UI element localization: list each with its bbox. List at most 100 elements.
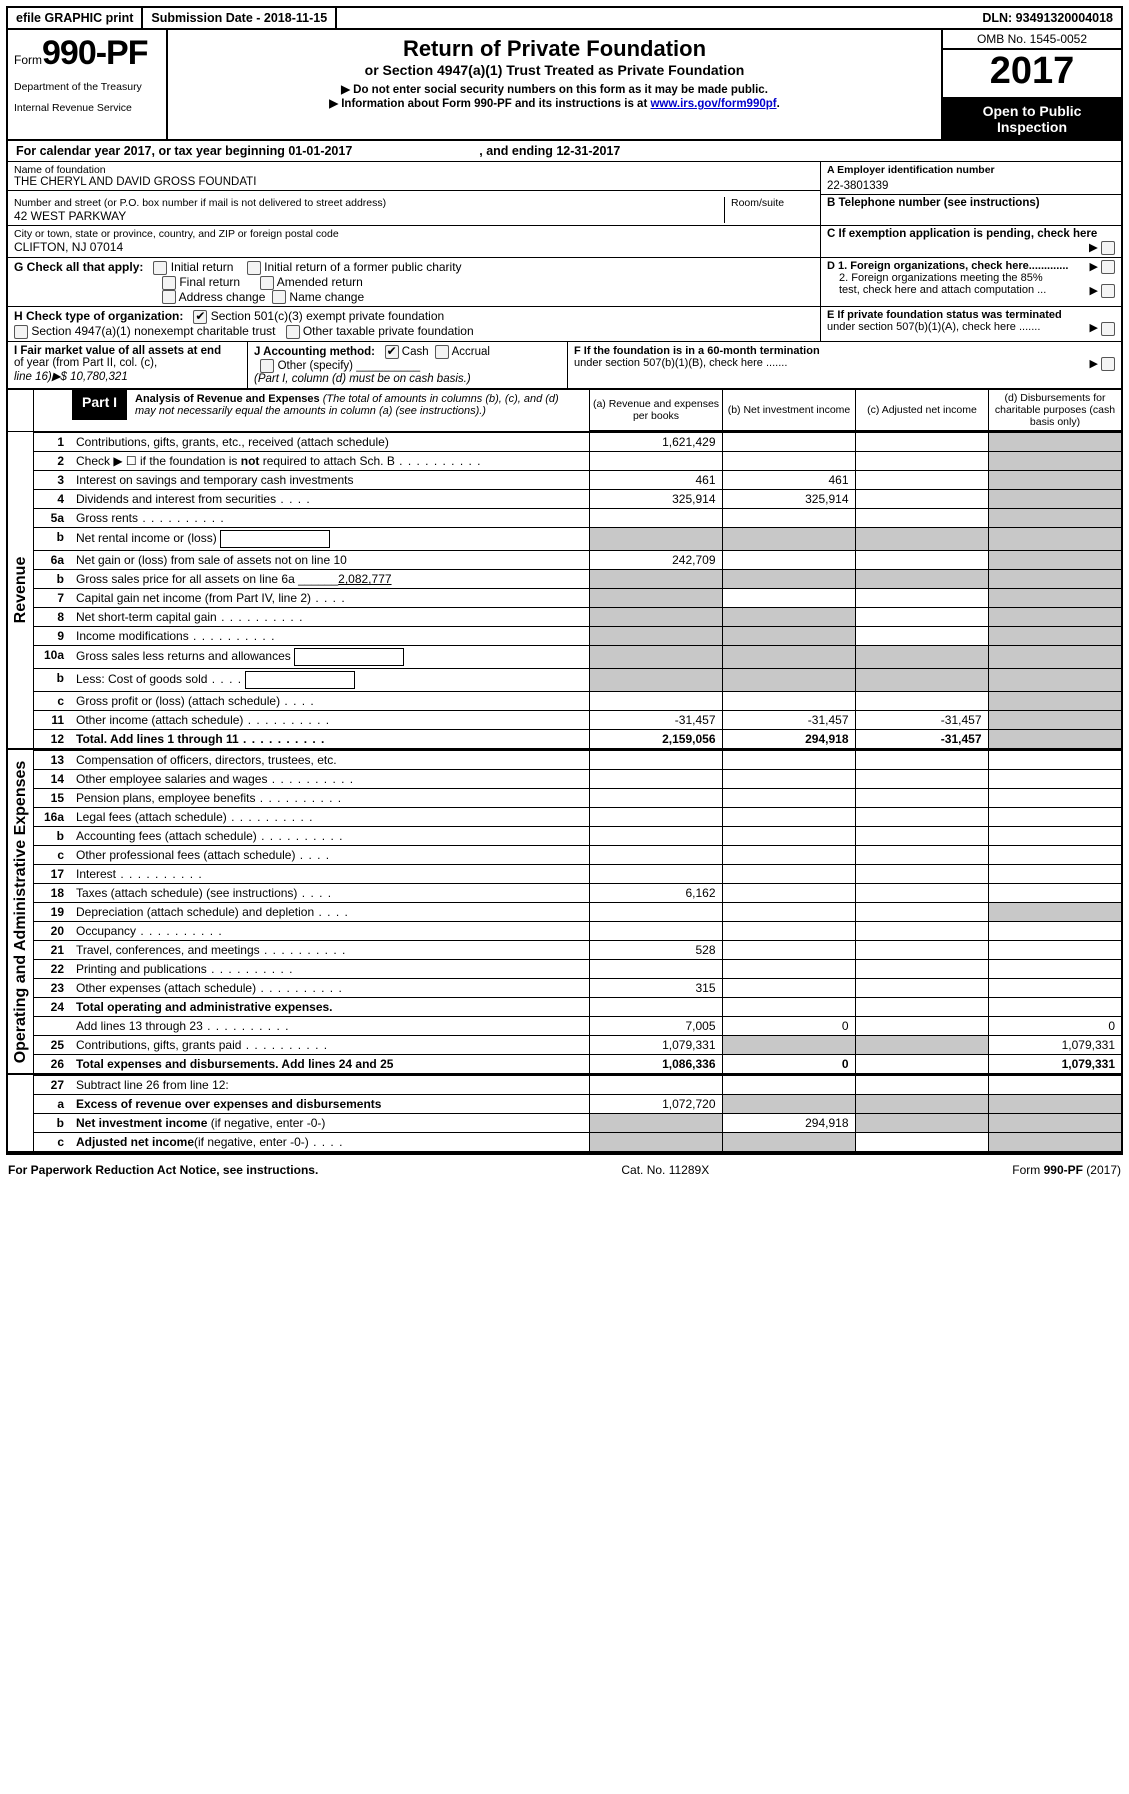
- table-row: 22Printing and publications: [34, 960, 1121, 979]
- form-title: Return of Private Foundation: [178, 36, 931, 62]
- f1: F If the foundation is in a 60-month ter…: [574, 345, 820, 357]
- table-row: 9Income modifications: [34, 627, 1121, 646]
- f2: under section 507(b)(1)(B), check here .…: [574, 357, 787, 369]
- g-initial-public[interactable]: [247, 261, 261, 275]
- ein-label: A Employer identification number: [827, 164, 1115, 176]
- table-row: 15Pension plans, employee benefits: [34, 789, 1121, 808]
- g-label: G Check all that apply:: [14, 260, 143, 274]
- col-b: (b) Net investment income: [722, 390, 855, 431]
- side-expenses: Operating and Administrative Expenses: [8, 750, 34, 1073]
- g-address[interactable]: [162, 290, 176, 304]
- table-row: 2Check ▶ ☐ if the foundation is not requ…: [34, 452, 1121, 471]
- table-row: 19Depreciation (attach schedule) and dep…: [34, 903, 1121, 922]
- i-line2: of year (from Part II, col. (c),: [14, 357, 157, 369]
- table-row: 25Contributions, gifts, grants paid1,079…: [34, 1036, 1121, 1055]
- j-label: J Accounting method:: [254, 346, 375, 358]
- d2-checkbox[interactable]: [1101, 284, 1115, 298]
- e-checkbox[interactable]: [1101, 322, 1115, 336]
- table-row: 4Dividends and interest from securities3…: [34, 490, 1121, 509]
- table-row: 6aNet gain or (loss) from sale of assets…: [34, 551, 1121, 570]
- j-note: (Part I, column (d) must be on cash basi…: [254, 373, 471, 385]
- dept-treasury: Department of the Treasury: [14, 81, 160, 94]
- identity-block: Name of foundation THE CHERYL AND DAVID …: [8, 162, 1121, 195]
- open-public-2: Inspection: [997, 119, 1067, 135]
- i-line3: line 16)▶$ 10,780,321: [14, 371, 128, 383]
- table-row: 17Interest: [34, 865, 1121, 884]
- submission-date: Submission Date - 2018-11-15: [143, 8, 337, 28]
- table-row: 1Contributions, gifts, grants, etc., rec…: [34, 433, 1121, 452]
- j-cash[interactable]: [385, 345, 399, 359]
- table-row: 26Total expenses and disbursements. Add …: [34, 1055, 1121, 1074]
- h-501c3[interactable]: [193, 310, 207, 324]
- j-accrual[interactable]: [435, 345, 449, 359]
- table-row: bAccounting fees (attach schedule): [34, 827, 1121, 846]
- table-row: 18Taxes (attach schedule) (see instructi…: [34, 884, 1121, 903]
- j-other[interactable]: [260, 359, 274, 373]
- table-row: bGross sales price for all assets on lin…: [34, 570, 1121, 589]
- name-label: Name of foundation: [14, 164, 814, 176]
- addr-label: Number and street (or P.O. box number if…: [14, 197, 724, 209]
- dln: DLN: 93491320004018: [974, 8, 1121, 28]
- dept-irs: Internal Revenue Service: [14, 102, 160, 115]
- calyear-end: 12-31-2017: [556, 144, 620, 158]
- f-checkbox[interactable]: [1101, 357, 1115, 371]
- table-row: cAdjusted net income(if negative, enter …: [34, 1133, 1121, 1152]
- table-row: 5aGross rents: [34, 509, 1121, 528]
- d2a: 2. Foreign organizations meeting the 85%: [839, 272, 1043, 284]
- efile-label: efile GRAPHIC print: [8, 8, 143, 28]
- calyear-begin: 01-01-2017: [288, 144, 352, 158]
- d1-checkbox[interactable]: [1101, 260, 1115, 274]
- omb-number: OMB No. 1545-0052: [943, 30, 1121, 50]
- city-label: City or town, state or province, country…: [14, 228, 814, 240]
- g-final[interactable]: [162, 276, 176, 290]
- g-initial-return[interactable]: [153, 261, 167, 275]
- g-amended[interactable]: [260, 276, 274, 290]
- top-bar: efile GRAPHIC print Submission Date - 20…: [8, 8, 1121, 30]
- h-4947[interactable]: [14, 325, 28, 339]
- table-row: cGross profit or (loss) (attach schedule…: [34, 692, 1121, 711]
- h-other[interactable]: [286, 325, 300, 339]
- d1-label: D 1. Foreign organizations, check here..…: [827, 260, 1068, 272]
- col-a: (a) Revenue and expenses per books: [589, 390, 722, 431]
- col-c: (c) Adjusted net income: [855, 390, 988, 431]
- table-row: bNet rental income or (loss): [34, 528, 1121, 551]
- note-ssn: ▶ Do not enter social security numbers o…: [178, 82, 931, 96]
- form-subtitle: or Section 4947(a)(1) Trust Treated as P…: [178, 62, 931, 78]
- summary-table: 27Subtract line 26 from line 12:aExcess …: [34, 1075, 1121, 1151]
- calyear-pre: For calendar year 2017, or tax year begi…: [16, 144, 288, 158]
- i-line1: I Fair market value of all assets at end: [14, 345, 221, 357]
- table-row: 11Other income (attach schedule)-31,457-…: [34, 711, 1121, 730]
- c-label: C If exemption application is pending, c…: [827, 228, 1097, 240]
- table-row: aExcess of revenue over expenses and dis…: [34, 1095, 1121, 1114]
- table-row: 27Subtract line 26 from line 12:: [34, 1076, 1121, 1095]
- table-row: Add lines 13 through 237,00500: [34, 1017, 1121, 1036]
- form-prefix: Form: [14, 53, 42, 67]
- e2: under section 507(b)(1)(A), check here .…: [827, 321, 1040, 333]
- table-row: 24Total operating and administrative exp…: [34, 998, 1121, 1017]
- table-row: 10aGross sales less returns and allowanc…: [34, 646, 1121, 669]
- calyear-mid: , and ending: [479, 144, 556, 158]
- irs-link[interactable]: www.irs.gov/form990pf: [650, 98, 776, 110]
- table-row: cOther professional fees (attach schedul…: [34, 846, 1121, 865]
- side-revenue: Revenue: [8, 432, 34, 748]
- street-address: 42 WEST PARKWAY: [14, 209, 724, 223]
- open-public-1: Open to Public: [983, 103, 1082, 119]
- g-name[interactable]: [272, 290, 286, 304]
- expenses-table: 13Compensation of officers, directors, t…: [34, 750, 1121, 1073]
- h-label: H Check type of organization:: [14, 309, 183, 323]
- revenue-table: 1Contributions, gifts, grants, etc., rec…: [34, 432, 1121, 748]
- table-row: 20Occupancy: [34, 922, 1121, 941]
- tel-label: B Telephone number (see instructions): [821, 195, 1121, 226]
- ein-value: 22-3801339: [827, 180, 1115, 192]
- table-row: 13Compensation of officers, directors, t…: [34, 751, 1121, 770]
- calendar-year-row: For calendar year 2017, or tax year begi…: [8, 139, 1121, 162]
- city-state-zip: CLIFTON, NJ 07014: [14, 240, 814, 254]
- table-row: 23Other expenses (attach schedule)315: [34, 979, 1121, 998]
- table-row: 8Net short-term capital gain: [34, 608, 1121, 627]
- table-row: 12Total. Add lines 1 through 112,159,056…: [34, 730, 1121, 749]
- col-d: (d) Disbursements for charitable purpose…: [988, 390, 1121, 431]
- c-checkbox[interactable]: [1101, 241, 1115, 255]
- form-number: 990-PF: [42, 34, 148, 73]
- table-row: 7Capital gain net income (from Part IV, …: [34, 589, 1121, 608]
- tax-year: 2017: [943, 50, 1121, 99]
